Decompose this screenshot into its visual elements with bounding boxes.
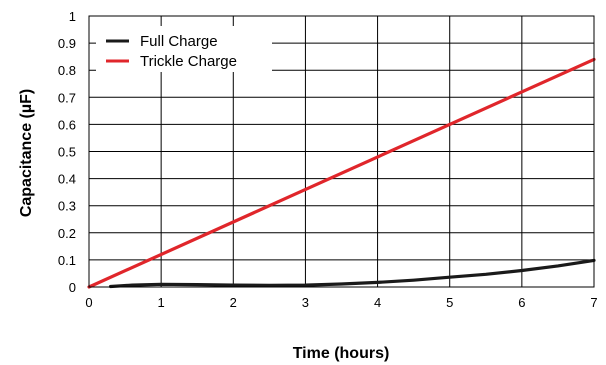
- legend-label-full-charge: Full Charge: [140, 33, 218, 50]
- x-tick-label: 3: [302, 295, 309, 310]
- y-axis-title: Capacitance (µF): [18, 89, 35, 217]
- x-tick-label: 2: [230, 295, 237, 310]
- y-tick-label: 0.3: [58, 199, 76, 214]
- y-tick-labels: 0 0.1 0.2 0.3 0.4 0.5 0.6 0.7 0.8 0.9 1: [58, 9, 76, 295]
- y-tick-label: 0.8: [58, 63, 76, 78]
- x-tick-label: 0: [85, 295, 92, 310]
- y-tick-label: 0.4: [58, 172, 76, 187]
- x-tick-label: 7: [590, 295, 597, 310]
- y-tick-label: 1: [69, 9, 76, 24]
- y-tick-label: 0.7: [58, 90, 76, 105]
- y-tick-label: 0.2: [58, 226, 76, 241]
- x-axis-title: Time (hours): [293, 345, 390, 362]
- plot-area-border: [88, 15, 595, 288]
- series-lines: [87, 57, 596, 289]
- x-tick-labels: 0 1 2 3 4 5 6 7: [85, 295, 597, 310]
- x-tick-label: 5: [446, 295, 453, 310]
- y-tick-label: 0.6: [58, 117, 76, 132]
- x-tick-label: 4: [374, 295, 381, 310]
- y-tick-label: 0.5: [58, 145, 76, 160]
- series-line-trickle-charge: [87, 57, 596, 289]
- x-tick-label: 6: [518, 295, 525, 310]
- y-tick-label: 0.9: [58, 36, 76, 51]
- legend-box: [96, 26, 272, 72]
- legend-label-trickle-charge: Trickle Charge: [140, 53, 237, 70]
- y-tick-label: 0.1: [58, 253, 76, 268]
- grid: [88, 15, 595, 288]
- y-tick-label: 0: [69, 280, 76, 295]
- series-line-full-charge: [108, 258, 596, 289]
- legend: Full Charge Trickle Charge: [96, 26, 272, 72]
- x-tick-label: 1: [158, 295, 165, 310]
